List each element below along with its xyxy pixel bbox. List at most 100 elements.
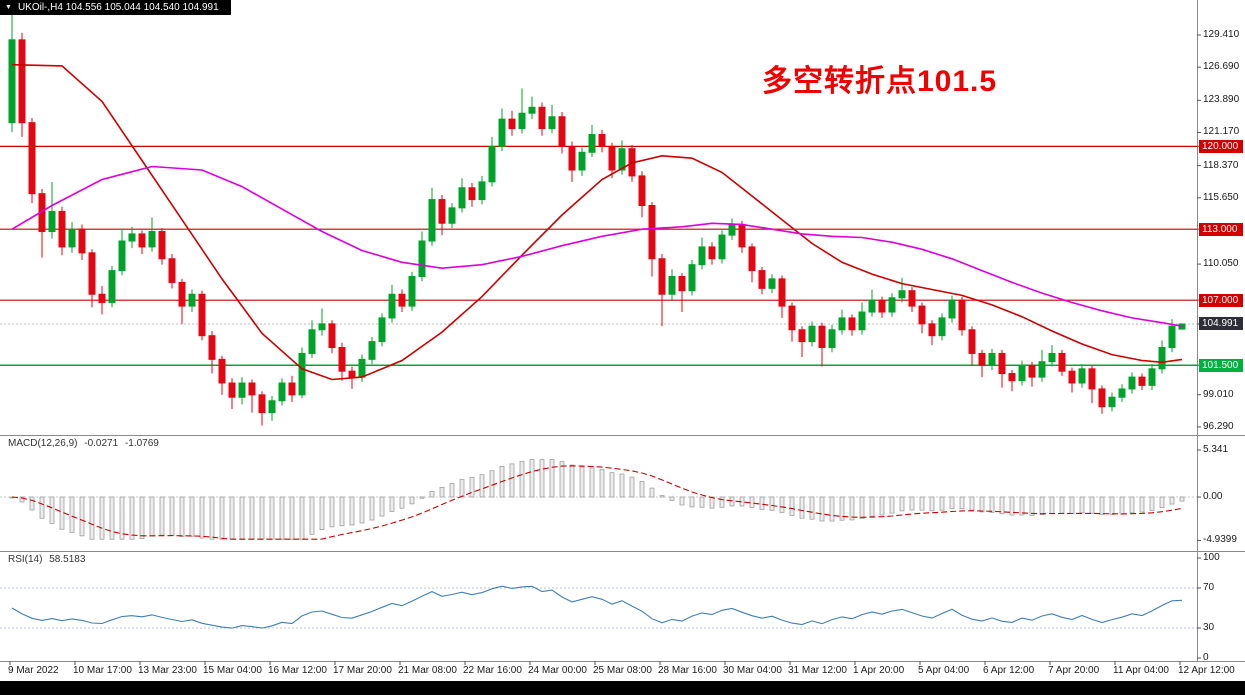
candle <box>698 237 706 270</box>
current-price-badge: 104.991 <box>1199 317 1243 331</box>
candle <box>888 293 896 317</box>
macd-histogram-bar <box>709 496 715 509</box>
macd-histogram-bar <box>809 496 815 520</box>
macd-label-value: -0.0271 <box>84 438 119 449</box>
collapse-chevron-icon[interactable]: ▼ <box>5 4 12 11</box>
macd-histogram-bar <box>1179 496 1185 502</box>
rsi-label-name: RSI(14) <box>8 554 43 565</box>
macd-histogram-bar <box>109 496 115 540</box>
candle <box>548 104 556 134</box>
time-axis-label: 6 Apr 12:00 <box>983 665 1035 676</box>
candle <box>778 275 786 318</box>
candle <box>918 302 926 334</box>
candle <box>18 32 26 137</box>
candle <box>828 325 836 353</box>
status-bar <box>0 681 1245 695</box>
time-axis-label: 30 Mar 04:00 <box>723 665 782 676</box>
macd-histogram-bar <box>419 496 425 499</box>
macd-histogram-bar <box>509 463 515 498</box>
macd-histogram-bar <box>169 496 175 536</box>
price-axis-label: 121.170 <box>1203 126 1240 138</box>
macd-histogram-bar <box>639 480 645 498</box>
macd-histogram-bar <box>849 496 855 521</box>
candle <box>658 254 666 327</box>
candle <box>118 229 126 276</box>
macd-histogram-bar <box>319 496 325 530</box>
macd-histogram-bar <box>1139 496 1145 513</box>
rsi-label: RSI(14) 58.5183 <box>8 554 89 565</box>
candle <box>518 88 526 134</box>
macd-histogram-bar <box>249 496 255 540</box>
macd-histogram-bar <box>389 496 395 512</box>
macd-histogram-bar <box>1019 496 1025 516</box>
candle <box>188 289 196 313</box>
macd-histogram-bar <box>459 479 465 498</box>
macd-histogram-bar <box>1049 496 1055 514</box>
macd-histogram-bar <box>959 496 965 510</box>
candle <box>158 227 166 265</box>
candle <box>848 314 856 336</box>
rsi-axis-label: 0 <box>1203 652 1209 663</box>
candle <box>1078 364 1086 388</box>
candle <box>248 379 256 413</box>
candle <box>288 375 296 402</box>
macd-histogram-bar <box>819 496 825 522</box>
macd-histogram-bar <box>259 496 265 540</box>
macd-histogram-bar <box>279 496 285 540</box>
horizontal-levels <box>0 145 1197 367</box>
candle <box>418 231 426 282</box>
macd-histogram-bar <box>1029 496 1035 516</box>
chart-title-bar[interactable]: ▼ UKOil-,H4 104.556 105.044 104.540 104.… <box>0 0 231 15</box>
candle <box>318 308 326 336</box>
macd-histogram-bar <box>539 459 545 498</box>
candle <box>408 271 416 311</box>
macd-histogram-bar <box>579 466 585 498</box>
macd-histogram-bar <box>1069 496 1075 514</box>
macd-histogram-bar <box>769 496 775 511</box>
ma-fast-line <box>11 165 1183 327</box>
candle <box>1048 345 1056 367</box>
candle <box>878 296 886 318</box>
macd-histogram-bar <box>369 496 375 521</box>
macd-histogram-bar <box>409 496 415 505</box>
macd-indicator <box>0 459 1197 540</box>
macd-histogram-bar <box>1129 496 1135 514</box>
candle <box>398 289 406 313</box>
time-axis-label: 17 Mar 20:00 <box>333 665 392 676</box>
macd-histogram-bar <box>399 496 405 509</box>
candle <box>968 326 976 366</box>
candle <box>748 243 756 283</box>
candle <box>978 349 986 378</box>
candle <box>338 342 346 381</box>
macd-histogram-bar <box>149 496 155 537</box>
candle <box>1098 385 1106 414</box>
candle <box>528 96 536 120</box>
macd-histogram-bar <box>229 496 235 540</box>
candle <box>928 320 936 346</box>
macd-histogram-bar <box>1009 496 1015 516</box>
macd-histogram-bar <box>1149 496 1155 511</box>
candle <box>988 348 996 371</box>
macd-histogram-bar <box>999 496 1005 515</box>
candle <box>148 217 156 252</box>
macd-histogram-bar <box>1059 496 1065 514</box>
candle <box>38 188 46 258</box>
macd-histogram-bar <box>49 496 55 524</box>
price-axis-label: 126.690 <box>1203 61 1240 73</box>
candle <box>88 249 96 308</box>
candle <box>768 274 776 294</box>
macd-histogram-bar <box>759 496 765 510</box>
macd-histogram-bar <box>309 496 315 535</box>
time-axis-label: 25 Mar 08:00 <box>593 665 652 676</box>
candle <box>308 320 316 359</box>
macd-histogram-bar <box>159 496 165 536</box>
macd-histogram-bar <box>89 496 95 540</box>
macd-histogram-bar <box>39 496 45 519</box>
candle <box>198 290 206 341</box>
candle <box>138 230 146 255</box>
macd-histogram-bar <box>299 496 305 540</box>
macd-histogram-bar <box>829 496 835 522</box>
macd-signal-line <box>11 465 1183 540</box>
candle <box>98 285 106 315</box>
